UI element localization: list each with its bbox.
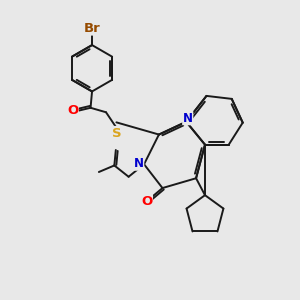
Text: N: N: [134, 157, 144, 170]
Text: Br: Br: [84, 22, 100, 35]
Text: O: O: [67, 104, 78, 117]
Text: N: N: [183, 112, 193, 125]
Text: S: S: [112, 127, 121, 140]
Text: O: O: [141, 195, 152, 208]
